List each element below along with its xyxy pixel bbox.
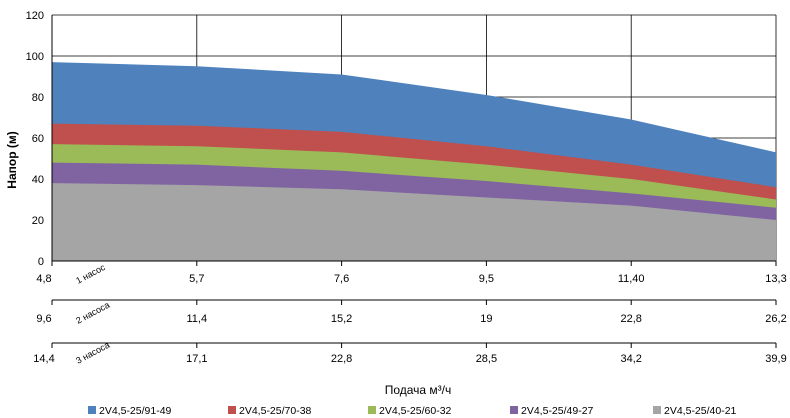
series-areas (52, 62, 776, 262)
y-tick-label: 120 (26, 10, 44, 22)
y-axis-ticks: 0 20 40 60 80 100 120 (26, 10, 44, 268)
y-tick-label: 40 (32, 174, 44, 186)
x-tick-label: 11,4 (187, 313, 208, 325)
legend-swatch (510, 406, 518, 414)
x-tick-label: 7,6 (334, 273, 349, 285)
legend-swatch (228, 406, 236, 414)
legend-swatch (88, 406, 96, 414)
x-scale-label: 2 насоса (74, 300, 111, 326)
legend-label: 2V4,5-25/40-21 (664, 405, 737, 417)
legend-label: 2V4,5-25/70-38 (239, 405, 312, 417)
x-axis-scales: 4,8 5,7 7,6 9,5 11,40 13,3 1 насос 9,6 11,4 15,2 1… (33, 261, 787, 366)
x-tick-label: 14,4 (33, 353, 54, 365)
x-tick-label: 22,8 (331, 353, 352, 365)
x-tick-label: 9,5 (479, 273, 494, 285)
x-tick-label: 13,3 (765, 273, 786, 285)
x-tick-label: 22,8 (620, 313, 641, 325)
legend-label: 2V4,5-25/60-32 (379, 405, 452, 417)
x-tick-label: 34,2 (620, 353, 641, 365)
x-tick-label: 9,6 (36, 313, 51, 325)
x-tick-label: 15,2 (331, 313, 352, 325)
x-axis-title: Подача м³/ч (385, 383, 452, 397)
x-tick-label: 39,9 (765, 353, 786, 365)
legend-label: 2V4,5-25/91-49 (99, 405, 172, 417)
x-tick-label: 26,2 (765, 313, 786, 325)
axes (51, 15, 776, 262)
x-tick-label: 11,40 (618, 273, 645, 285)
y-tick-label: 0 (38, 256, 44, 268)
y-tick-label: 60 (32, 133, 44, 145)
y-axis-title: Напор (м) (5, 131, 19, 188)
y-tick-label: 100 (26, 51, 44, 63)
x-tick-label: 4,8 (36, 273, 51, 285)
x-tick-label: 19 (480, 313, 492, 325)
legend: 2V4,5-25/91-49 2V4,5-25/70-38 2V4,5-25/60-… (88, 405, 737, 417)
x-scale-label: 1 насос (74, 262, 107, 286)
legend-swatch (653, 406, 661, 414)
x-tick-label: 17,1 (186, 353, 207, 365)
y-tick-label: 20 (32, 215, 44, 227)
series-area (52, 183, 776, 261)
legend-swatch (368, 406, 376, 414)
y-tick-label: 80 (32, 92, 44, 104)
x-tick-label: 5,7 (189, 273, 204, 285)
x-scale-label: 3 насоса (74, 340, 111, 366)
x-tick-label: 28,5 (476, 353, 497, 365)
legend-label: 2V4,5-25/49-27 (521, 405, 594, 417)
